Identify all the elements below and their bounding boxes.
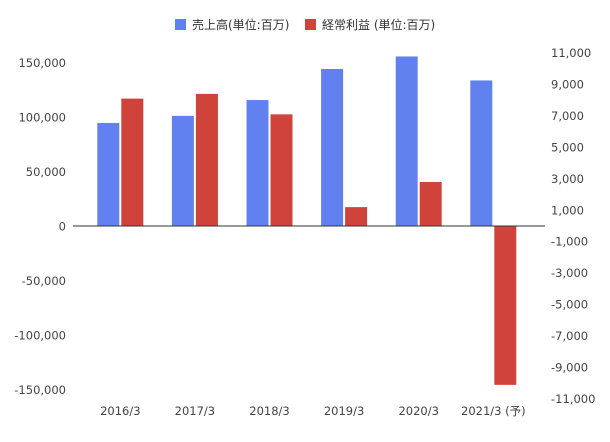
legend-label-sales: 売上高(単位:百万) xyxy=(192,17,289,32)
legend: 売上高(単位:百万) 経常利益 (単位:百万) xyxy=(175,17,435,32)
bar-profit xyxy=(195,93,218,227)
right-tick-label: -7,000 xyxy=(551,329,588,343)
right-tick-label: 1,000 xyxy=(551,203,584,217)
left-tick-label: -50,000 xyxy=(22,274,66,288)
left-tick-label: 100,000 xyxy=(18,111,66,125)
right-tick-label: 7,000 xyxy=(551,109,584,123)
bar-sales xyxy=(395,56,418,227)
left-axis: 150,000 100,000 50,000 0 -50,000 -100,000 -150… xyxy=(14,56,66,397)
x-tick-label: 2018/3 xyxy=(249,404,289,418)
bar-profit xyxy=(121,98,144,226)
legend-swatch-profit xyxy=(305,19,316,30)
legend-swatch-sales xyxy=(175,19,186,30)
x-tick-label: 2017/3 xyxy=(175,404,215,418)
right-tick-label: 11,000 xyxy=(551,46,591,60)
x-tick-label: 2021/3 (予) xyxy=(461,404,526,418)
x-tick-label: 2019/3 xyxy=(324,404,364,418)
left-tick-label: -100,000 xyxy=(14,329,66,343)
bar-profit xyxy=(345,207,368,226)
x-tick-label: 2020/3 xyxy=(398,404,438,418)
bar-sales xyxy=(97,122,120,227)
right-tick-label: -1,000 xyxy=(551,235,588,249)
bar-profit xyxy=(494,226,517,385)
legend-label-profit: 経常利益 (単位:百万) xyxy=(322,17,435,32)
right-tick-label: 9,000 xyxy=(551,77,584,91)
right-tick-label: -9,000 xyxy=(551,361,588,375)
bar-sales xyxy=(470,80,493,227)
bar-profit xyxy=(270,114,293,226)
left-tick-label: -150,000 xyxy=(14,383,66,397)
right-tick-label: 3,000 xyxy=(551,172,584,186)
bar-sales xyxy=(171,115,194,227)
right-tick-label: -11,000 xyxy=(551,392,595,406)
right-tick-label: -3,000 xyxy=(551,266,588,280)
left-tick-label: 150,000 xyxy=(18,56,66,70)
right-axis: 11,000 9,000 7,000 5,000 3,000 1,000 -1,000 -3,… xyxy=(551,46,595,406)
bar-profit xyxy=(419,181,442,226)
x-tick-label: 2016/3 xyxy=(100,404,140,418)
bar-sales xyxy=(246,100,269,227)
left-tick-label: 50,000 xyxy=(26,165,66,179)
right-tick-label: 5,000 xyxy=(551,140,584,154)
left-tick-label: 0 xyxy=(59,220,66,234)
right-tick-label: -5,000 xyxy=(551,298,588,312)
x-axis: 2016/3 2017/3 2018/3 2019/3 2020/3 2021/3 (予) xyxy=(100,404,526,418)
bar-sales xyxy=(321,68,344,227)
bars xyxy=(97,56,517,385)
